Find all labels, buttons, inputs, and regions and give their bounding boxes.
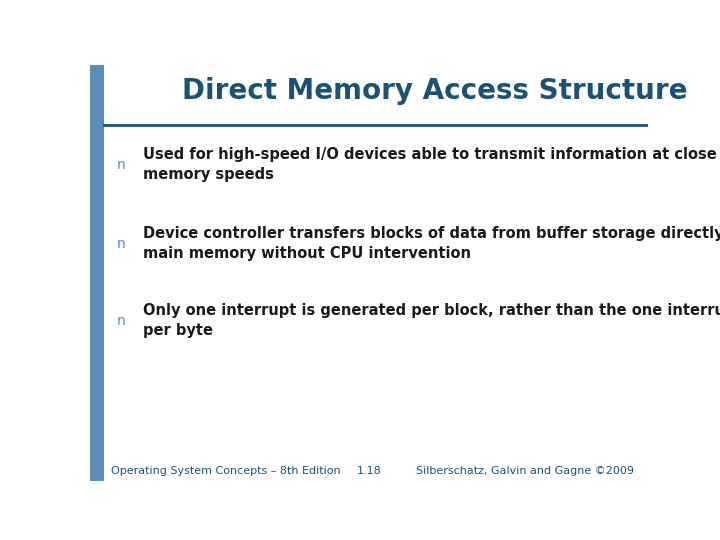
Text: Operating System Concepts – 8th Edition: Operating System Concepts – 8th Edition (111, 467, 341, 476)
Bar (90, 65, 104, 481)
Text: Only one interrupt is generated per block, rather than the one interrupt
per byt: Only one interrupt is generated per bloc… (143, 303, 720, 338)
Text: 1.18: 1.18 (356, 467, 382, 476)
Text: n: n (117, 314, 125, 328)
Text: n: n (117, 158, 125, 172)
Text: Device controller transfers blocks of data from buffer storage directly to
main : Device controller transfers blocks of da… (143, 226, 720, 261)
Text: n: n (117, 237, 125, 251)
Text: Used for high-speed I/O devices able to transmit information at close to
memory : Used for high-speed I/O devices able to … (143, 147, 720, 183)
Text: Silberschatz, Galvin and Gagne ©2009: Silberschatz, Galvin and Gagne ©2009 (416, 467, 634, 476)
Text: Direct Memory Access Structure: Direct Memory Access Structure (182, 77, 688, 105)
